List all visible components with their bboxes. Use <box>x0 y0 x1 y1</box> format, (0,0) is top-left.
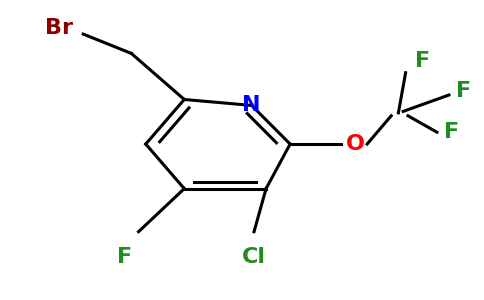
Text: F: F <box>444 122 459 142</box>
Text: F: F <box>117 247 132 267</box>
Text: Br: Br <box>45 18 73 38</box>
Text: F: F <box>415 51 430 71</box>
Text: O: O <box>346 134 364 154</box>
Text: F: F <box>456 81 471 100</box>
Text: N: N <box>242 95 261 116</box>
Text: Cl: Cl <box>242 247 266 267</box>
